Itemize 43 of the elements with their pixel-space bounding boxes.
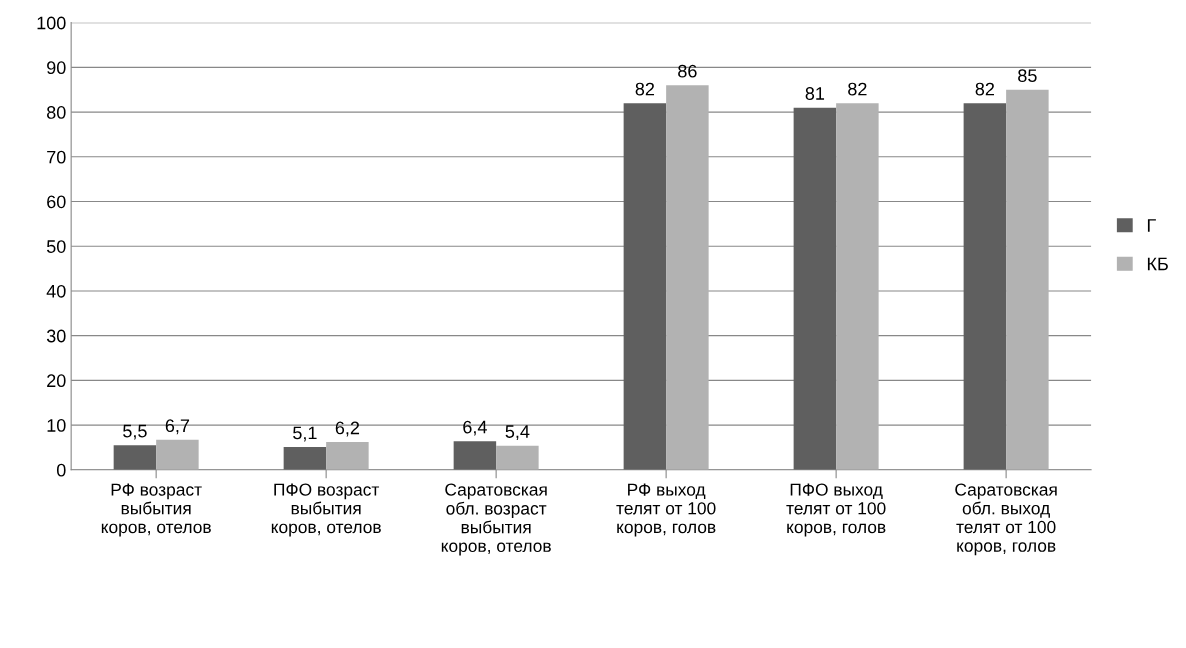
- bar: [836, 103, 879, 470]
- bar: [1006, 89, 1049, 470]
- y-tick-label: 10: [47, 419, 66, 432]
- y-tick-label: 60: [47, 195, 66, 209]
- y-tick-label: 70: [47, 150, 66, 164]
- data-label: 82: [975, 82, 995, 96]
- y-tick-label: 50: [46, 240, 66, 253]
- x-tick-label: Саратовская обл. выход телят от 100 коров, голов: [955, 483, 1057, 556]
- x-tick-label: Саратовская обл. возраст выбытия коров, отелов: [441, 483, 551, 556]
- bar: [453, 441, 497, 470]
- bar: [283, 447, 327, 470]
- x-tick-label: ПФО выход телят от 100 коров, голов: [786, 483, 886, 537]
- bar: [156, 439, 199, 470]
- data-label: 82: [848, 82, 867, 96]
- data-label: 85: [1018, 69, 1037, 83]
- y-tick-label: 0: [56, 463, 66, 477]
- data-label: 5,5: [123, 424, 147, 440]
- bar: [113, 445, 157, 470]
- bar: [666, 85, 709, 470]
- data-label: 86: [678, 64, 697, 78]
- y-tick-label: 80: [47, 106, 66, 119]
- y-tick-label: 20: [47, 374, 66, 388]
- y-tick-label: 90: [47, 61, 66, 75]
- data-label: 6,2: [335, 421, 360, 437]
- data-label: 82: [635, 82, 655, 96]
- x-tick-label: РФ возраст выбытия коров, отелов: [101, 483, 211, 537]
- data-label: 6,4: [463, 420, 487, 436]
- bar: [496, 445, 539, 470]
- bar: [326, 442, 369, 470]
- bar: [963, 103, 1007, 470]
- data-label: 5,1: [293, 426, 317, 442]
- x-tick-label: ПФО возраст выбытия коров, отелов: [271, 483, 381, 537]
- data-label: 6,7: [165, 419, 190, 435]
- x-tick-label: РФ выход телят от 100 коров, голов: [616, 483, 716, 537]
- data-label: 5,4: [505, 425, 530, 441]
- bar: [623, 103, 667, 470]
- bar: [793, 107, 837, 470]
- y-tick-label: 30: [46, 329, 66, 343]
- data-label: 81: [805, 87, 825, 100]
- y-tick-label: 100: [37, 16, 66, 30]
- legend-label: Г: [1147, 219, 1156, 232]
- y-tick-label: 40: [46, 284, 66, 298]
- legend-label: КБ: [1147, 257, 1168, 271]
